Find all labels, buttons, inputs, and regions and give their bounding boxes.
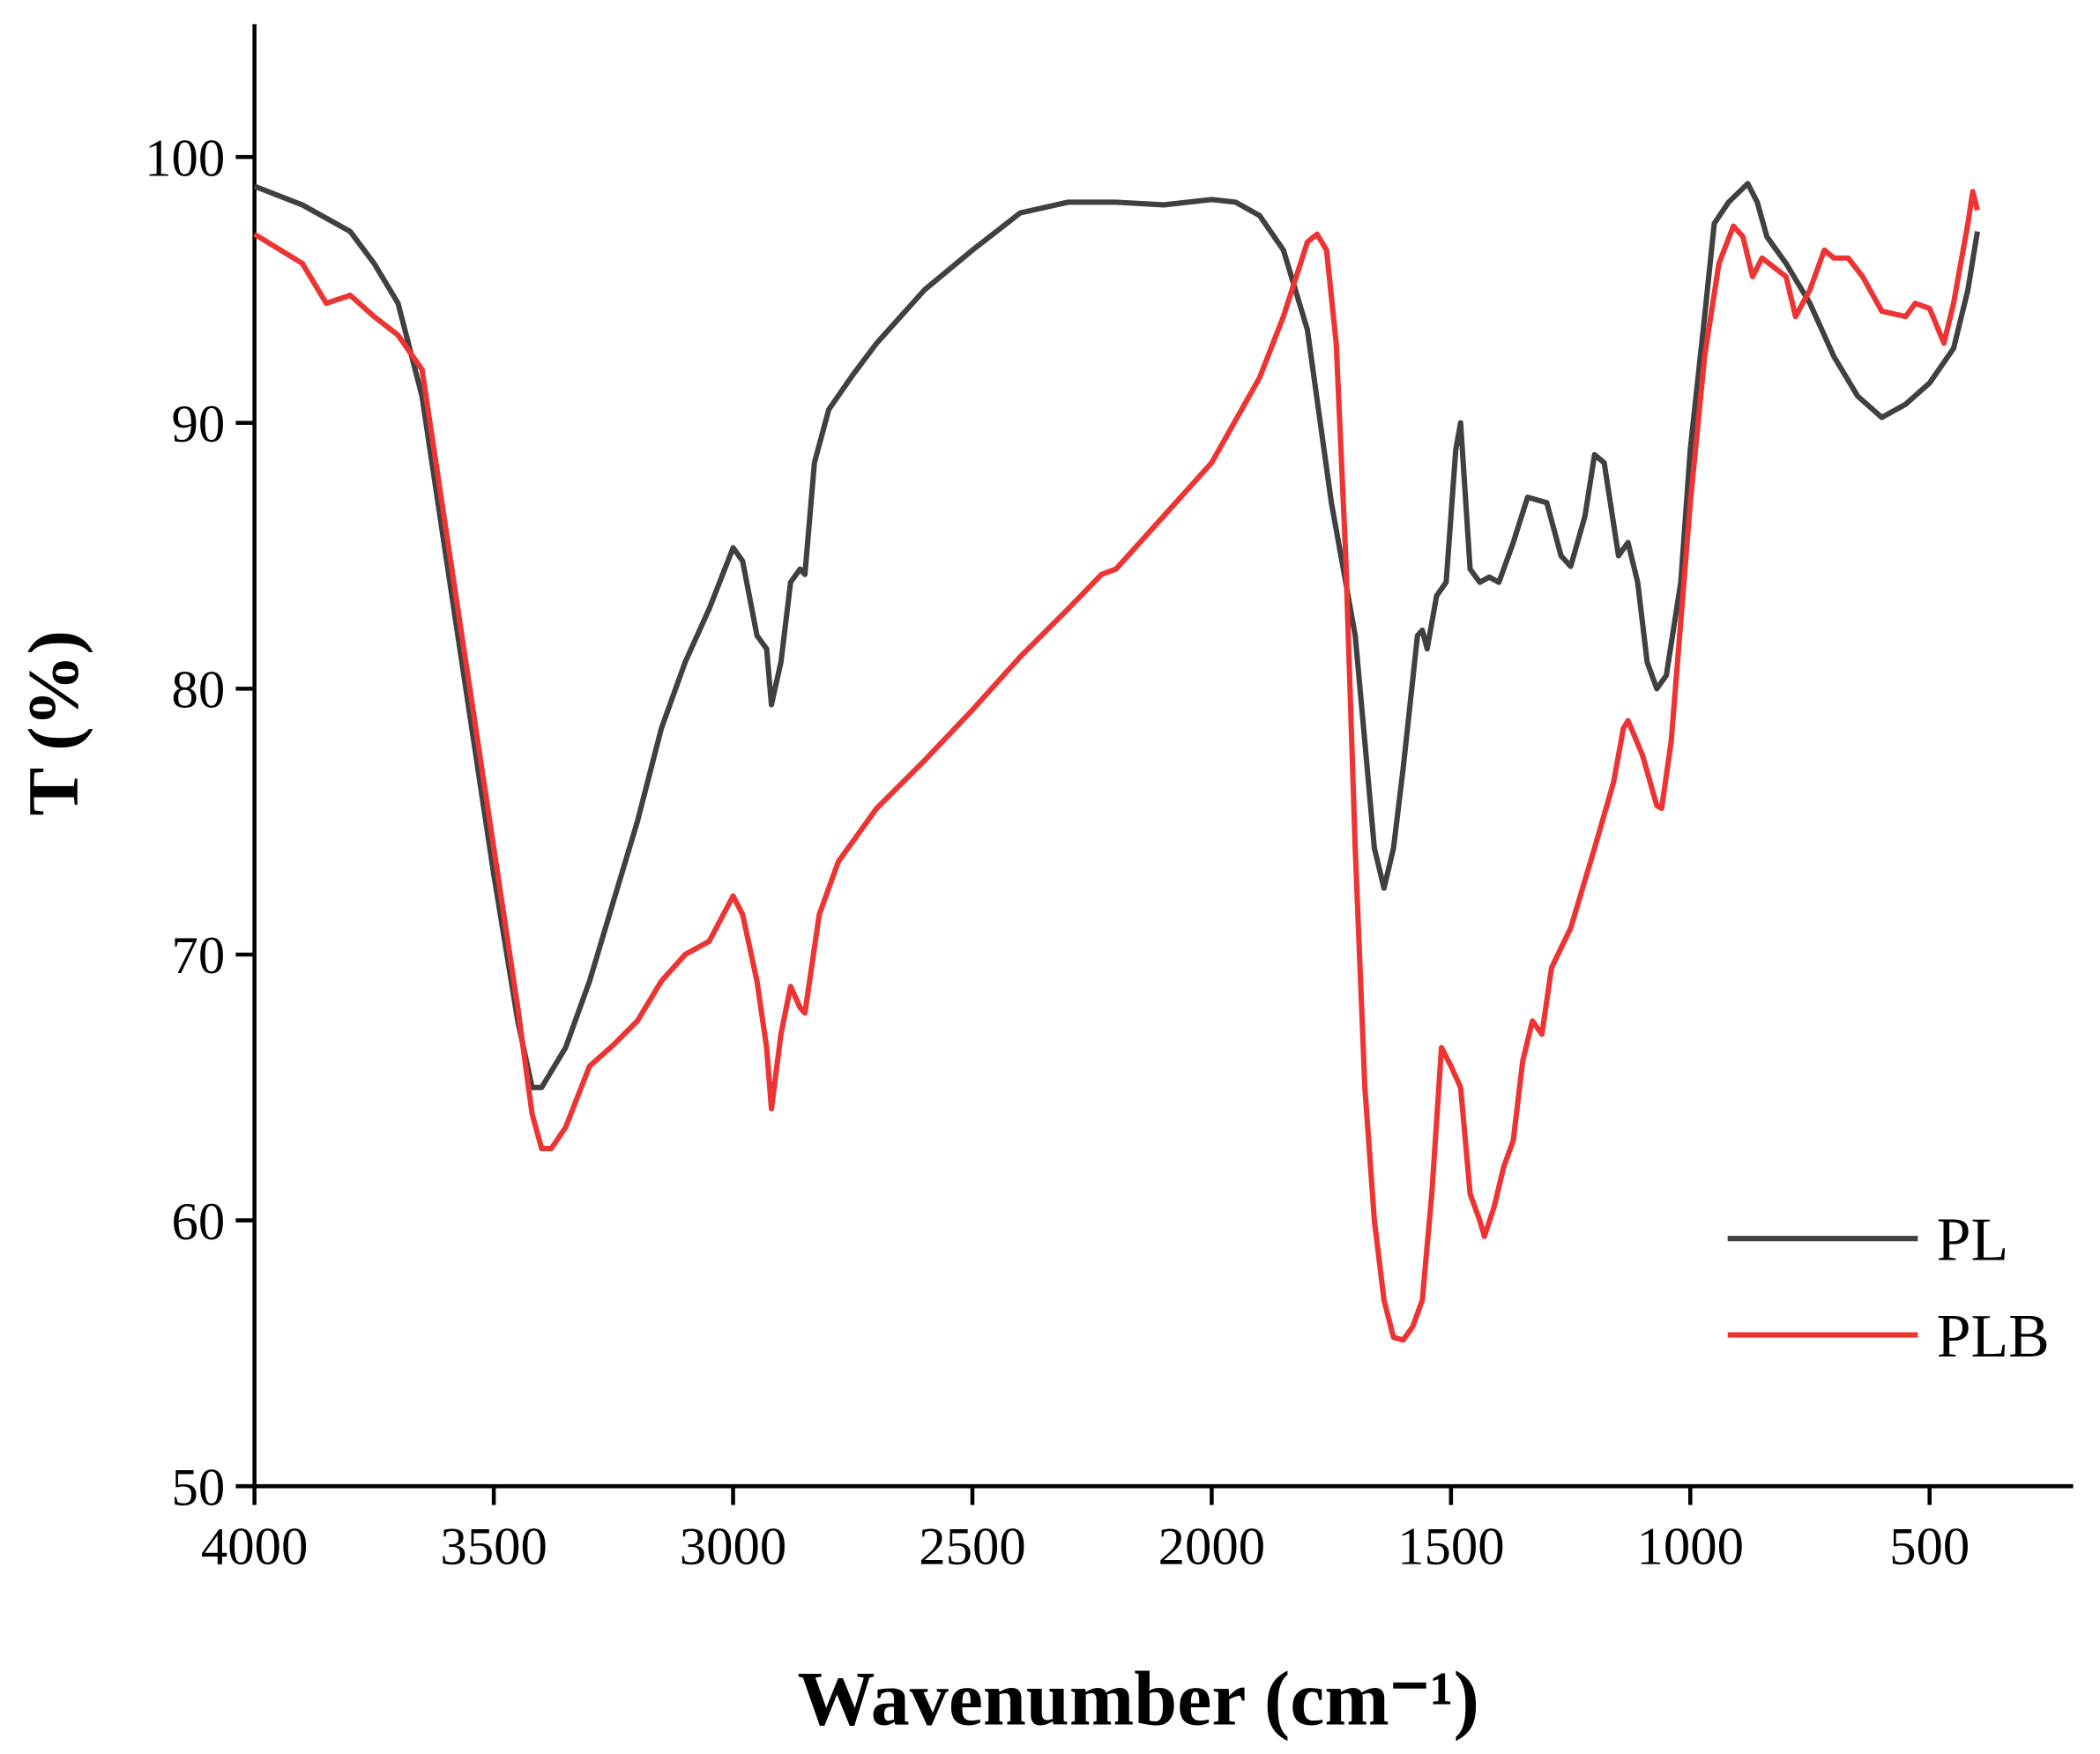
x-tick-label: 2000 — [1158, 1517, 1266, 1576]
x-tick-label: 3500 — [440, 1517, 547, 1576]
y-tick-label: 50 — [171, 1458, 225, 1517]
legend-label: PLB — [1937, 1303, 2050, 1371]
x-tick-label: 1000 — [1637, 1517, 1745, 1576]
legend-label: PL — [1937, 1206, 2009, 1274]
x-tick-label: 1500 — [1397, 1517, 1505, 1576]
y-tick-label: 80 — [171, 661, 225, 720]
series-line — [253, 181, 1980, 1090]
x-tick-label: 4000 — [201, 1517, 309, 1576]
y-axis-label: T (%) — [13, 630, 93, 815]
series-line — [253, 189, 1980, 1343]
x-tick-label: 500 — [1889, 1517, 1970, 1576]
x-axis-label: Wavenumber (cm⁻¹) — [798, 1656, 1479, 1743]
y-tick-label: 100 — [145, 129, 225, 188]
y-tick-label: 90 — [171, 395, 225, 454]
y-tick-label: 70 — [171, 926, 225, 985]
x-tick-label: 3000 — [680, 1517, 786, 1576]
x-tick-label: 2500 — [919, 1517, 1026, 1576]
y-tick-label: 60 — [171, 1193, 225, 1252]
